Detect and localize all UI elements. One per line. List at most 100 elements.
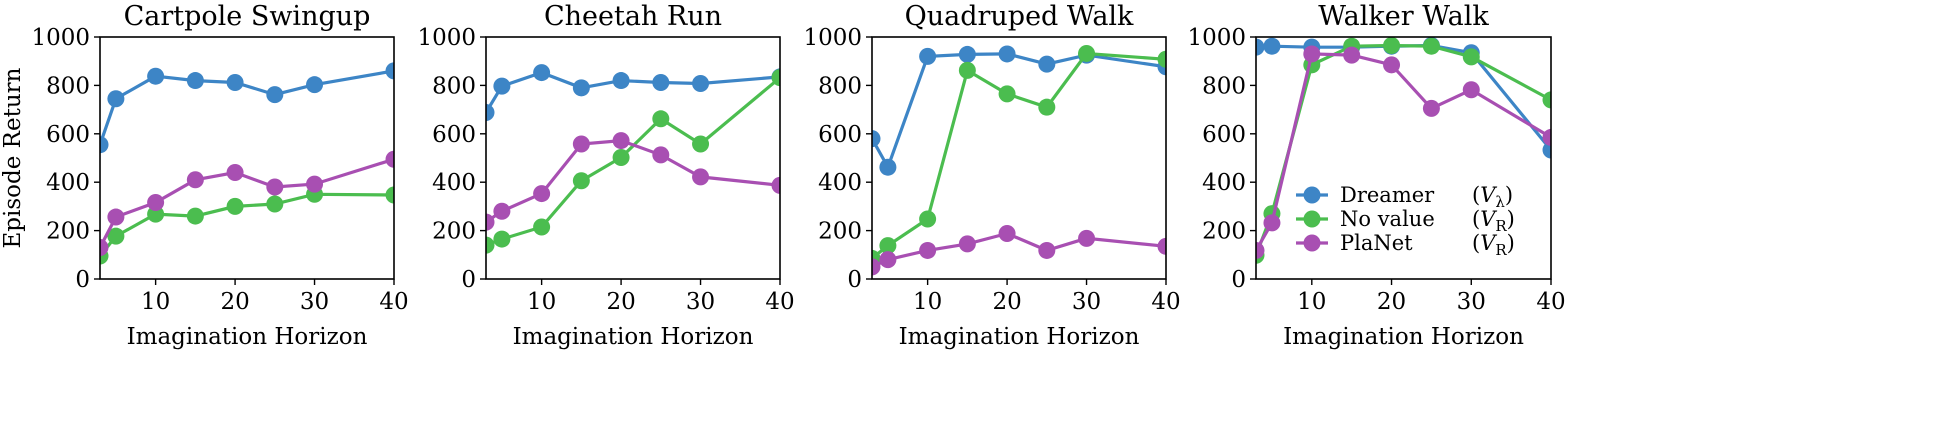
y-tick-label: 800 <box>46 73 90 99</box>
data-point-no-value <box>1157 50 1166 68</box>
y-tick-label: 600 <box>46 122 90 148</box>
data-point-planet <box>226 164 244 182</box>
plot-frame <box>871 36 1167 280</box>
data-point-dreamer <box>486 104 495 122</box>
x-tick-label: 10 <box>527 289 556 315</box>
data-point-planet <box>1462 81 1480 99</box>
data-point-dreamer <box>919 47 937 65</box>
series-dreamer <box>486 64 780 122</box>
x-axis-label: Imagination Horizon <box>513 324 754 350</box>
series-no-value <box>872 44 1166 267</box>
x-tick-label: 20 <box>606 289 635 315</box>
series-line-no-value <box>486 76 780 247</box>
series-planet <box>1256 45 1551 259</box>
data-point-planet <box>958 235 976 253</box>
data-point-no-value <box>958 61 976 79</box>
data-point-dreamer <box>306 76 324 94</box>
chart-title: Walker Walk <box>1318 1 1489 32</box>
legend-math: (Vλ) <box>1472 183 1513 211</box>
data-point-dreamer <box>266 86 284 104</box>
y-tick-label: 0 <box>847 267 862 293</box>
data-point-planet <box>147 194 165 212</box>
data-point-dreamer <box>692 74 710 92</box>
data-point-dreamer <box>872 130 881 148</box>
data-point-dreamer <box>493 77 511 95</box>
data-point-dreamer <box>879 158 897 176</box>
series-line-dreamer <box>486 70 780 114</box>
x-tick-label: 10 <box>913 289 942 315</box>
y-tick-label: 0 <box>1231 267 1246 293</box>
data-point-dreamer <box>1256 38 1265 56</box>
data-point-no-value <box>998 85 1016 103</box>
data-point-no-value <box>1078 44 1096 62</box>
data-point-planet <box>100 239 109 257</box>
series-planet <box>486 132 780 231</box>
plot-area <box>872 44 1166 276</box>
legend-paren-close: ) <box>1507 231 1515 255</box>
data-point-planet <box>652 146 670 164</box>
x-tick-label: 20 <box>1377 289 1406 315</box>
y-tick-label: 800 <box>432 73 476 99</box>
y-tick-label: 1000 <box>803 25 862 51</box>
chart-panel-cheetah-run: Cheetah Run 0 200 400 600 800 1000 10 20 30 40 Imag… <box>417 1 794 350</box>
series-no-value <box>100 185 394 265</box>
legend-math: (VR) <box>1472 207 1515 235</box>
legend-math: (VR) <box>1472 231 1515 259</box>
data-point-planet <box>692 168 710 186</box>
data-point-planet <box>1343 46 1361 64</box>
data-point-planet <box>879 251 897 269</box>
y-tick-label: 1000 <box>31 25 90 51</box>
legend-paren-open: ( <box>1472 183 1480 207</box>
data-point-planet <box>1383 56 1401 74</box>
series-dreamer <box>1256 37 1551 159</box>
data-point-dreamer <box>572 79 590 97</box>
data-point-planet <box>1542 128 1551 146</box>
data-point-no-value <box>1383 37 1401 54</box>
y-tick-label: 800 <box>1202 73 1246 99</box>
series-line-planet <box>872 231 1166 269</box>
data-point-planet <box>1038 241 1056 259</box>
data-point-dreamer <box>533 64 551 82</box>
x-axis-label: Imagination Horizon <box>899 324 1140 350</box>
plot-area <box>1256 37 1551 264</box>
data-point-no-value <box>486 236 495 254</box>
data-point-no-value <box>879 237 897 255</box>
data-point-no-value <box>385 186 394 204</box>
data-point-planet <box>872 258 881 276</box>
y-tick-label: 200 <box>46 219 90 245</box>
legend-marker <box>1303 234 1321 252</box>
legend: Dreamer (Vλ)No value (VR)PlaNet (VR) <box>1296 183 1515 259</box>
data-point-no-value <box>226 197 244 215</box>
y-tick-label: 600 <box>1202 122 1246 148</box>
data-point-planet <box>1256 241 1265 259</box>
y-tick-label: 0 <box>75 267 90 293</box>
legend-paren-close: ) <box>1507 207 1515 231</box>
x-tick-label: 30 <box>686 289 715 315</box>
data-point-no-value <box>771 69 780 87</box>
y-tick-label: 0 <box>461 267 476 293</box>
x-tick-label: 40 <box>379 289 408 315</box>
plot-frame <box>485 36 781 280</box>
legend-marker <box>1303 186 1321 204</box>
legend-math-sub: R <box>1495 217 1507 235</box>
x-tick-label: 20 <box>992 289 1021 315</box>
legend-paren-open: ( <box>1472 231 1480 255</box>
y-tick-label: 600 <box>432 122 476 148</box>
data-point-no-value <box>1462 48 1480 66</box>
legend-math-symbol: V <box>1480 207 1497 231</box>
x-axis-label: Imagination Horizon <box>127 324 368 350</box>
data-point-planet <box>533 185 551 203</box>
chart-panel-walker-walk: Walker Walk 0 200 400 600 800 1000 10 20 30 40 Imag… <box>1187 1 1565 350</box>
y-tick-label: 800 <box>818 73 862 99</box>
data-point-dreamer <box>226 73 244 91</box>
chart-panel-cartpole-swingup: Cartpole Swingup 0 200 400 600 800 1000 10 20 30 4… <box>0 1 409 350</box>
data-point-dreamer <box>186 72 204 90</box>
series-planet <box>100 150 394 257</box>
legend-label: No value <box>1340 207 1435 231</box>
legend-math-symbol: V <box>1480 231 1497 255</box>
data-point-no-value <box>1422 37 1440 55</box>
data-point-dreamer <box>1542 141 1551 159</box>
y-tick-label: 400 <box>432 170 476 196</box>
data-point-dreamer <box>1263 37 1281 55</box>
x-tick-label: 20 <box>220 289 249 315</box>
